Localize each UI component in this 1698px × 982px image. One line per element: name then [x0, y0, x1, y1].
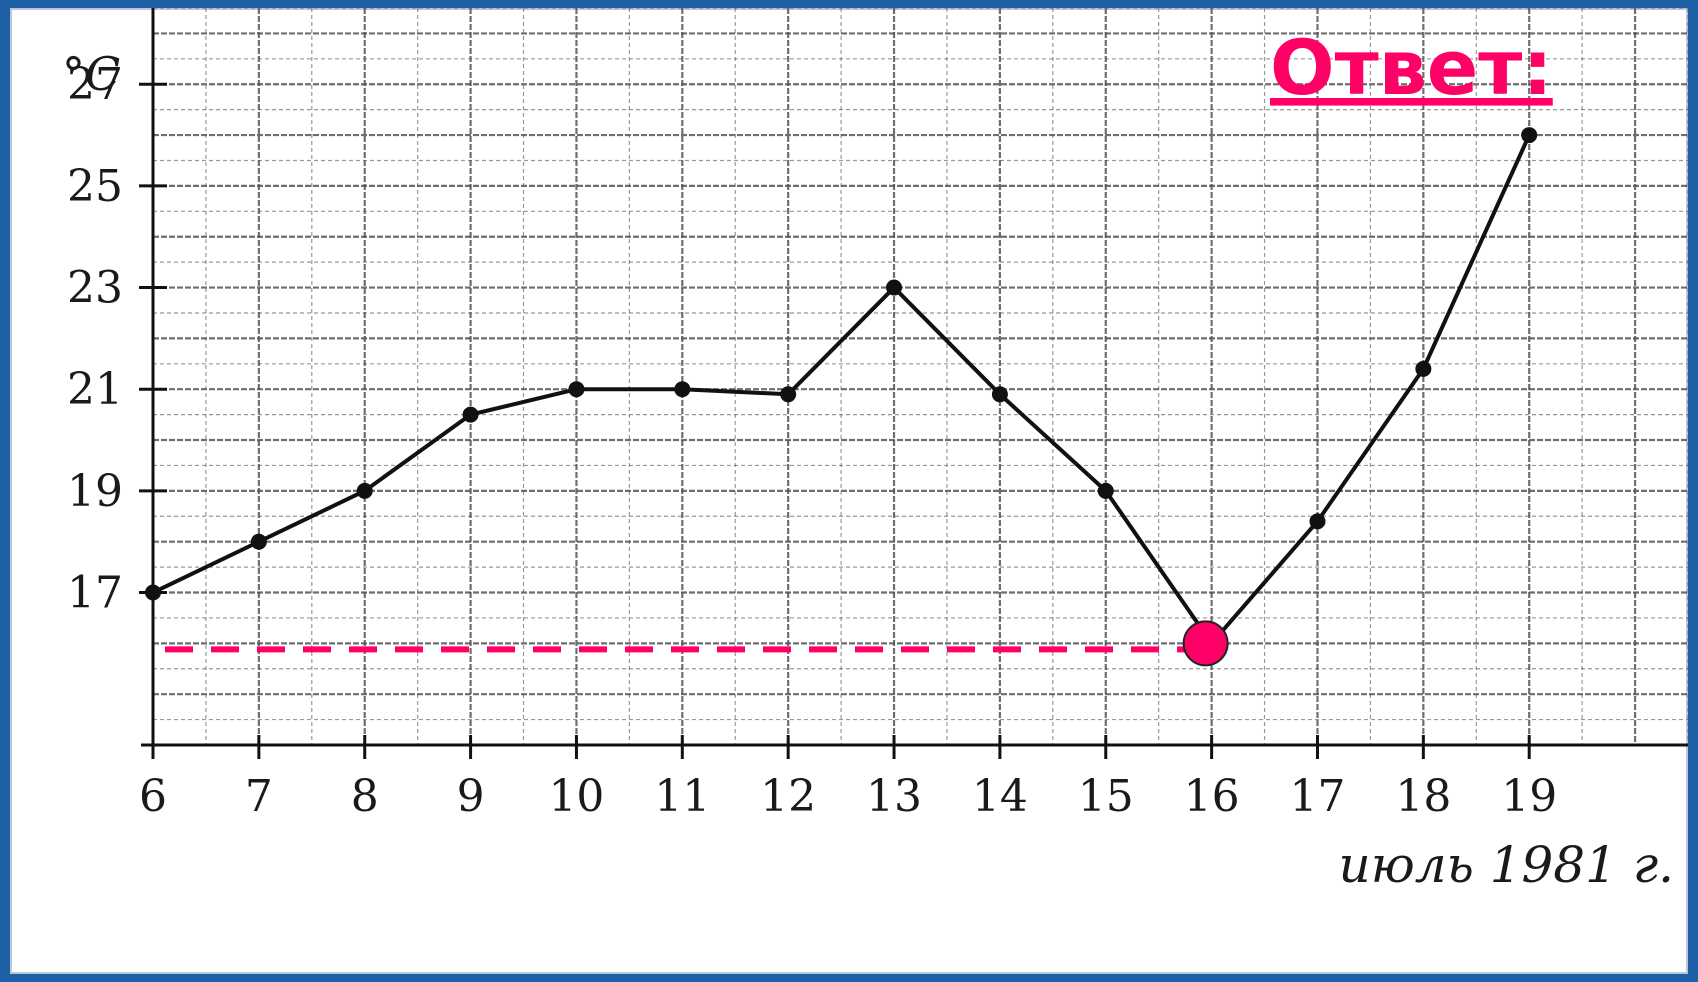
x-tick-label: 9 [457, 771, 485, 822]
y-tick-label: 27 [67, 59, 123, 110]
y-tick-label: 25 [67, 161, 123, 212]
data-point [462, 406, 479, 423]
series [145, 127, 1538, 667]
y-tick-label: 23 [67, 263, 123, 314]
x-tick-label: 10 [548, 771, 604, 822]
x-tick-label: 18 [1395, 771, 1451, 822]
tick-labels: 6 7 8 9 10 11 12 13 14 15 16 17 18 19 17 19 21 23 25 27 [67, 59, 1557, 822]
x-tick-label: 11 [654, 771, 710, 822]
data-point [674, 381, 691, 398]
data-point [886, 279, 903, 296]
data-point [568, 381, 585, 398]
data-point [1415, 360, 1432, 377]
data-point [356, 482, 373, 499]
x-axis-caption: июль 1981 г. [1339, 836, 1674, 894]
y-axis-unit-label: °C [62, 47, 120, 101]
data-point [1309, 513, 1326, 530]
y-tick-label: 21 [67, 364, 123, 415]
x-tick-label: 12 [760, 771, 816, 822]
y-tick-label: 19 [67, 466, 123, 517]
data-point [250, 533, 267, 550]
chart-frame: 6 7 8 9 10 11 12 13 14 15 16 17 18 19 17 19 21 23 25 27 °C … [10, 8, 1688, 974]
x-tick-label: 13 [866, 771, 922, 822]
x-tick-label: 6 [139, 771, 167, 822]
grid [151, 8, 1688, 747]
data-point [991, 386, 1008, 403]
data-point [1521, 127, 1538, 144]
x-tick-label: 15 [1078, 771, 1134, 822]
x-tick-label: 19 [1501, 771, 1557, 822]
x-tick-label: 7 [245, 771, 273, 822]
y-tick-label: 17 [67, 568, 123, 619]
x-tick-label: 8 [351, 771, 379, 822]
series-line [152, 134, 1532, 646]
data-point [145, 584, 161, 601]
axes [139, 8, 1688, 759]
data-point [1097, 482, 1114, 499]
highlight-point [1182, 620, 1229, 667]
x-tick-label: 17 [1289, 771, 1345, 822]
x-tick-label: 16 [1184, 771, 1240, 822]
data-point [780, 386, 797, 403]
x-tick-label: 14 [972, 771, 1028, 822]
answer-label: Ответ: [1270, 23, 1553, 112]
